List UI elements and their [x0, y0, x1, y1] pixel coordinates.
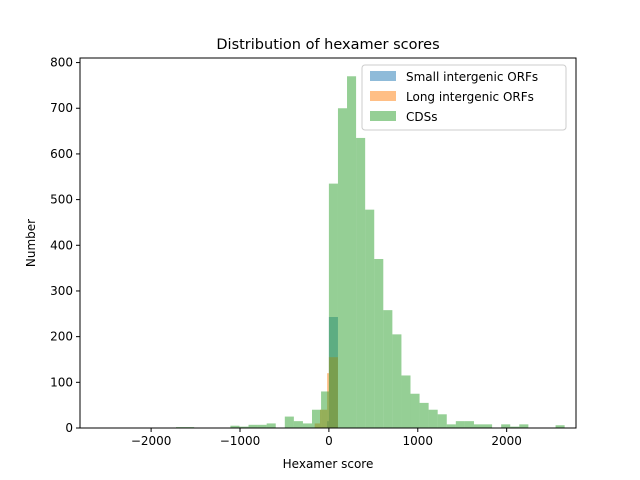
x-axis: −2000 −1000 0 1000 2000: [131, 428, 522, 448]
bar-series-3-bin-12: [321, 391, 329, 428]
legend-label-3: CDSs: [406, 110, 438, 124]
bar-series-3-bin-5: [248, 424, 258, 428]
bar-series-3-bin-34: [555, 425, 565, 428]
y-tick-label-7: 600: [50, 147, 73, 161]
y-tick-label-4: 300: [50, 284, 73, 298]
y-tick-label-2: 100: [50, 375, 73, 389]
y-axis-label: Number: [24, 219, 38, 267]
legend-swatch-3: [370, 111, 396, 121]
legend-box: [361, 64, 567, 131]
x-tick-label-3: 0: [325, 434, 333, 448]
bar-series-3-bin-16: [356, 137, 366, 428]
bar-series-3-bin-10: [302, 423, 312, 428]
bar-series-3-bin-24: [428, 409, 438, 428]
plot-frame: [79, 57, 577, 429]
bars-layer: [176, 76, 565, 429]
bar-series-3-bin-32: [510, 426, 520, 428]
x-tick-label-1: −2000: [131, 434, 172, 448]
series-3: [176, 76, 565, 429]
bar-series-3-bin-7: [266, 423, 276, 428]
chart-title: Distribution of hexamer scores: [216, 37, 439, 53]
x-tick-label-5: 2000: [491, 434, 522, 448]
y-tick-label-6: 500: [50, 193, 73, 207]
legend: Small intergenic ORFs Long intergenic ORF…: [361, 64, 567, 131]
y-tick-label-9: 800: [50, 56, 73, 70]
bar-series-3-bin-23: [419, 402, 429, 428]
bar-series-3-bin-11: [312, 409, 322, 428]
bar-series-3-bin-27: [455, 421, 465, 428]
x-tick-label-4: 1000: [403, 434, 434, 448]
bar-series-3-bin-9: [293, 421, 303, 428]
bar-series-3-bin-17: [365, 209, 375, 428]
x-axis-label: Hexamer score: [283, 457, 374, 471]
bar-series-3-bin-14: [337, 108, 348, 428]
bar-series-3-bin-13: [328, 183, 338, 428]
bar-series-3-bin-29: [473, 424, 484, 428]
y-axis: 0 100 200 300 400 500 600 700 800: [50, 56, 80, 435]
bar-series-3-bin-30: [483, 424, 493, 428]
bar-series-3-bin-26: [446, 424, 456, 428]
bar-series-3-bin-8: [284, 416, 294, 428]
x-tick-label-2: −1000: [220, 434, 261, 448]
bar-series-3-bin-33: [519, 424, 529, 428]
y-tick-label-5: 400: [50, 238, 73, 252]
bar-series-3-bin-31: [501, 424, 511, 428]
legend-label-1: Small intergenic ORFs: [406, 70, 538, 84]
y-tick-label-1: 0: [65, 421, 73, 435]
bar-series-3-bin-22: [410, 393, 420, 428]
legend-swatch-2: [370, 91, 396, 101]
bar-series-3-bin-28: [464, 421, 474, 428]
y-tick-label-3: 200: [50, 330, 73, 344]
bar-series-3-bin-6: [257, 424, 267, 428]
bar-series-3-bin-18: [374, 258, 384, 428]
bar-series-3-bin-25: [437, 414, 447, 428]
legend-swatch-1: [370, 71, 396, 81]
legend-label-2: Long intergenic ORFs: [406, 90, 534, 104]
bar-series-3-bin-20: [392, 334, 402, 428]
bar-series-3-bin-15: [347, 76, 357, 429]
y-tick-label-8: 700: [50, 101, 73, 115]
bar-series-3-bin-3: [230, 425, 240, 428]
bar-series-3-bin-19: [383, 310, 393, 428]
bar-series-3-bin-4: [239, 426, 249, 428]
bar-series-3-bin-21: [401, 375, 411, 428]
